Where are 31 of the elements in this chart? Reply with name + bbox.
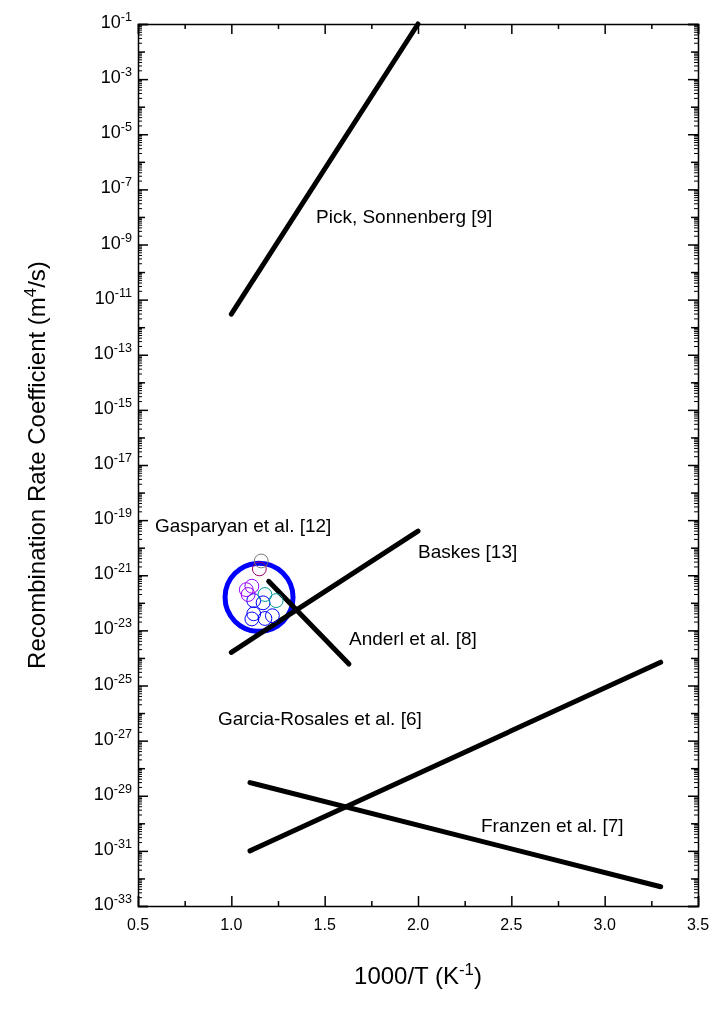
y-tick-label: 10$^{-17}$ xyxy=(93,451,132,473)
y-tick-label: 10$^{-9}$ xyxy=(100,230,132,253)
y-tick-label: 10$^{-1}$ xyxy=(100,10,132,32)
y-tick-label: 10$^{-29}$ xyxy=(93,781,132,804)
x-tick-label: 2.5 xyxy=(500,916,523,933)
y-tick-label: 10$^{-25}$ xyxy=(93,671,132,694)
x-tick-label: 1.0 xyxy=(220,916,243,933)
x-tick-label: 3.0 xyxy=(593,916,616,933)
y-tick-label: 10$^{-21}$ xyxy=(93,561,132,584)
x-tick-label: 1.5 xyxy=(313,916,336,933)
y-tick-label: 10$^{-13}$ xyxy=(93,340,132,363)
annotation: Anderl et al. [8] xyxy=(349,628,477,650)
annotation: Baskes [13] xyxy=(418,541,518,563)
annotation: Pick, Sonnenberg [9] xyxy=(316,206,493,228)
y-tick-label: 10$^{-7}$ xyxy=(100,175,132,198)
y-tick-label: 10$^{-3}$ xyxy=(100,65,132,88)
y-tick-label: 10$^{-19}$ xyxy=(93,506,132,529)
annotation: Garcia-Rosales et al. [6] xyxy=(218,708,422,730)
x-tick-label: 2.0 xyxy=(406,916,430,933)
y-tick-label: 10$^{-27}$ xyxy=(93,726,132,749)
annotation: Franzen et al. [7] xyxy=(481,815,624,837)
x-axis-title: 1000/T (K$^{-1}$) xyxy=(354,959,482,989)
annotation: Gasparyan et al. [12] xyxy=(155,515,332,537)
y-tick-label: 10$^{-23}$ xyxy=(93,616,132,639)
y-tick-label: 10$^{-5}$ xyxy=(100,120,132,143)
x-tick-label: 3.5 xyxy=(686,916,710,933)
y-tick-label: 10$^{-33}$ xyxy=(93,892,132,914)
y-tick-label: 10$^{-11}$ xyxy=(94,285,132,308)
y-tick-label: 10$^{-31}$ xyxy=(93,836,132,859)
y-tick-label: 10$^{-15}$ xyxy=(93,395,132,418)
x-tick-label: 0.5 xyxy=(126,916,150,933)
